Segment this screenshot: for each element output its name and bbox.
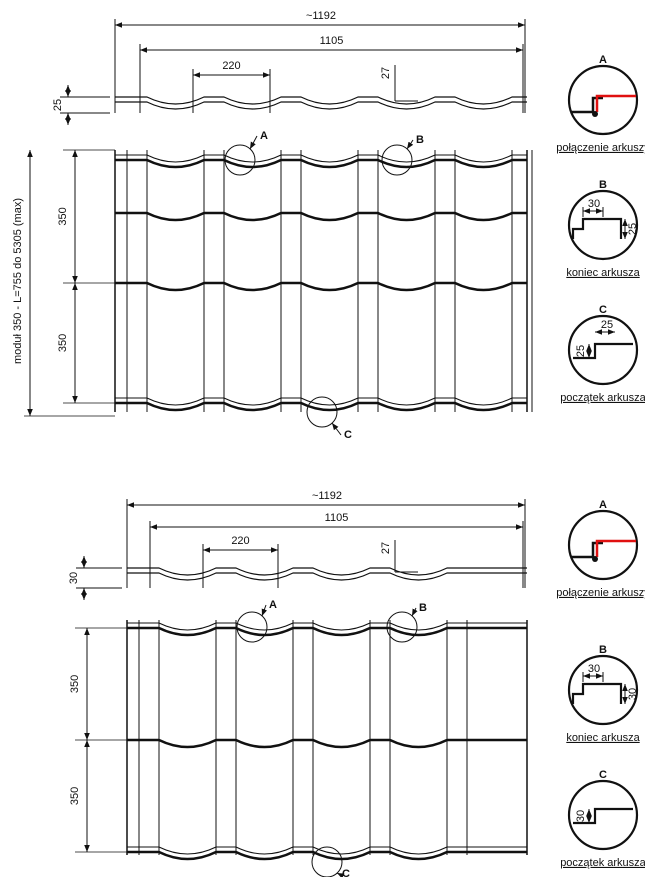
module-width: 1105 bbox=[320, 35, 344, 47]
callout-circle bbox=[306, 396, 338, 428]
detail-profile bbox=[573, 342, 633, 360]
step-line-edge bbox=[127, 622, 527, 631]
detail-letter: B bbox=[599, 179, 607, 191]
step-line bbox=[127, 738, 527, 749]
callout-leader bbox=[411, 607, 418, 617]
profile bbox=[127, 567, 527, 576]
detail-dimension: 25 bbox=[601, 319, 613, 331]
pitch: 220 bbox=[231, 535, 249, 547]
module-length: 350 bbox=[69, 787, 81, 805]
detail-circle bbox=[567, 189, 639, 261]
detail-caption: koniec arkusza bbox=[566, 732, 640, 744]
detail-letter: A bbox=[599, 54, 607, 66]
callout-circle bbox=[236, 611, 268, 643]
detail-dimension: 30 bbox=[627, 688, 639, 700]
profile-height: 25 bbox=[52, 99, 64, 111]
callout-label: C bbox=[344, 429, 352, 441]
detail-circle bbox=[567, 509, 639, 581]
detail-profile bbox=[573, 807, 633, 825]
fastener bbox=[592, 111, 598, 117]
callout-circle bbox=[386, 611, 418, 643]
callout-circle bbox=[311, 846, 343, 877]
step-line bbox=[115, 401, 527, 412]
detail-profile-next bbox=[595, 539, 636, 557]
profile bbox=[127, 572, 527, 581]
step-line-edge bbox=[127, 846, 527, 855]
detail-caption: początek arkusza bbox=[560, 392, 645, 404]
callout-label: A bbox=[269, 599, 277, 611]
detail-circle bbox=[567, 64, 639, 136]
callout-leader bbox=[249, 135, 258, 150]
callout-leader bbox=[261, 604, 268, 617]
detail-profile bbox=[571, 682, 623, 704]
detail-dimension: 25 bbox=[627, 223, 639, 235]
detail-caption: początek arkusza bbox=[560, 857, 645, 869]
callout-circle bbox=[381, 144, 413, 176]
profile bbox=[115, 96, 527, 105]
detail-caption: połączenie arkuszy bbox=[556, 142, 645, 154]
overall-width: ~1192 bbox=[306, 10, 336, 22]
detail-circle bbox=[567, 654, 639, 726]
callout-label: B bbox=[416, 134, 424, 146]
detail-caption: połączenie arkuszy bbox=[556, 587, 645, 599]
profile-height: 30 bbox=[68, 572, 80, 584]
module-length: 350 bbox=[57, 334, 69, 352]
detail-dimension: 30 bbox=[575, 810, 587, 822]
step-height: 27 bbox=[380, 67, 392, 79]
module-width: 1105 bbox=[325, 512, 349, 524]
step-line-edge bbox=[115, 154, 527, 163]
detail-circle bbox=[567, 779, 639, 851]
step-line bbox=[127, 626, 527, 637]
fastener bbox=[592, 556, 598, 562]
module-length: 350 bbox=[57, 207, 69, 225]
callout-leader bbox=[336, 872, 345, 877]
length-label: moduł 350 - L=755 do 5305 (max) bbox=[12, 198, 24, 364]
overall-width: ~1192 bbox=[312, 490, 342, 502]
callout-leader bbox=[331, 422, 342, 436]
step-line bbox=[127, 850, 527, 861]
pitch: 220 bbox=[222, 60, 240, 72]
callout-label: A bbox=[260, 130, 268, 142]
detail-dimension: 30 bbox=[588, 198, 600, 210]
callout-circle bbox=[224, 144, 256, 176]
detail-letter: C bbox=[599, 304, 607, 316]
step-height: 27 bbox=[380, 542, 392, 554]
callout-leader bbox=[406, 139, 414, 150]
detail-letter: C bbox=[599, 769, 607, 781]
detail-circle bbox=[567, 314, 639, 386]
module-length: 350 bbox=[69, 675, 81, 693]
callout-label: B bbox=[419, 602, 427, 614]
profile bbox=[115, 101, 527, 110]
detail-caption: koniec arkusza bbox=[566, 267, 640, 279]
detail-dimension: 25 bbox=[575, 345, 587, 357]
detail-letter: B bbox=[599, 644, 607, 656]
detail-profile-next bbox=[595, 94, 636, 112]
detail-dimension: 30 bbox=[588, 663, 600, 675]
detail-letter: A bbox=[599, 499, 607, 511]
step-line-edge bbox=[115, 397, 527, 406]
detail-profile bbox=[571, 217, 623, 239]
step-line bbox=[115, 211, 527, 222]
step-line bbox=[115, 158, 527, 169]
step-line bbox=[115, 281, 527, 292]
callout-label: C bbox=[342, 868, 350, 877]
